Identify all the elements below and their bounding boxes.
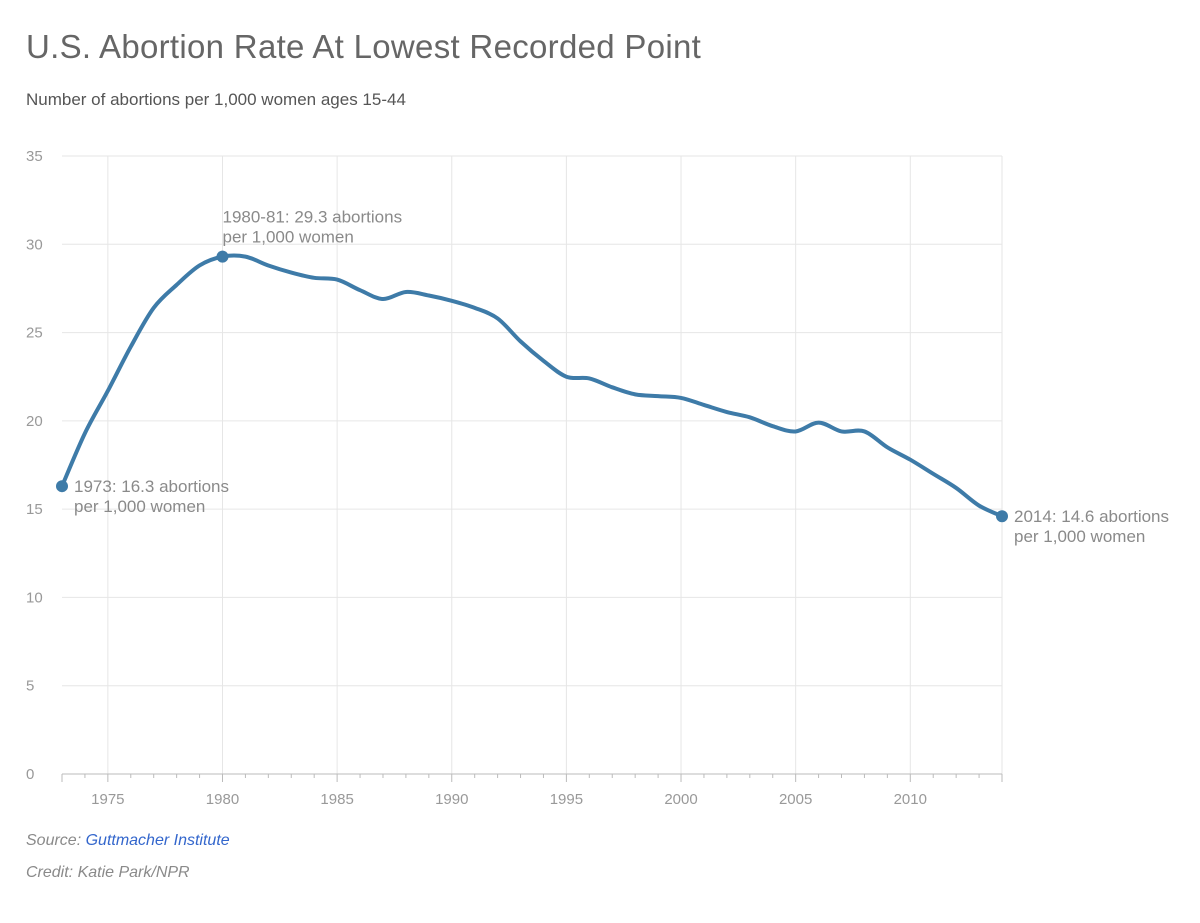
- x-tick-label: 2005: [779, 791, 812, 808]
- source-link[interactable]: Guttmacher Institute: [85, 832, 230, 849]
- source-label: Source:: [26, 832, 86, 849]
- y-tick-label: 20: [26, 413, 43, 430]
- y-tick-label: 10: [26, 589, 43, 606]
- annotation-label: 2014: 14.6 abortions: [1014, 507, 1169, 526]
- annotation-label: per 1,000 women: [74, 497, 205, 516]
- data-point-marker: [216, 250, 229, 263]
- y-tick-label: 35: [26, 148, 43, 165]
- x-tick-label: 1985: [320, 791, 353, 808]
- y-tick-label: 15: [26, 501, 43, 518]
- x-tick-label: 1975: [91, 791, 124, 808]
- x-tick-label: 1980: [206, 791, 239, 808]
- y-tick-label: 30: [26, 236, 43, 253]
- y-tick-label: 5: [26, 678, 34, 695]
- y-tick-label: 0: [26, 766, 34, 783]
- data-point-marker: [996, 510, 1008, 523]
- annotation-label: per 1,000 women: [222, 228, 353, 247]
- chart-subtitle: Number of abortions per 1,000 women ages…: [26, 90, 406, 109]
- y-tick-label: 25: [26, 325, 43, 342]
- annotation-label: 1973: 16.3 abortions: [74, 477, 229, 496]
- data-point-marker: [56, 480, 68, 493]
- credit-note: Credit: Katie Park/NPR: [26, 864, 190, 881]
- annotation-label: per 1,000 women: [1014, 527, 1145, 546]
- annotation-label: 1980-81: 29.3 abortions: [222, 208, 402, 227]
- x-tick-label: 1990: [435, 791, 468, 808]
- x-tick-label: 2000: [664, 791, 697, 808]
- chart-title: U.S. Abortion Rate At Lowest Recorded Po…: [26, 28, 702, 65]
- x-tick-label: 2010: [894, 791, 927, 808]
- source-note: Source: Guttmacher Institute: [26, 832, 230, 850]
- x-tick-label: 1995: [550, 791, 583, 808]
